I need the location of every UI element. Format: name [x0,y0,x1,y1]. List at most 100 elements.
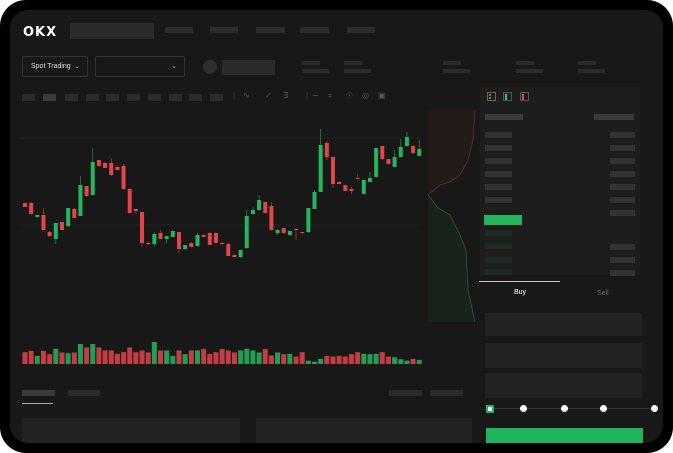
volume-bar [194,350,200,364]
timeframe-button[interactable] [210,94,223,101]
slider-handle[interactable] [486,405,494,413]
price-input[interactable] [485,313,642,336]
tab-buy[interactable]: Buy [514,289,527,296]
candle-body [152,234,157,244]
ask-size [610,158,635,164]
volume-bar [47,354,53,364]
ask-price [485,145,512,151]
mode-select[interactable]: Spot Trading ⌄ [22,56,88,77]
last-price[interactable] [484,215,522,225]
timeframe-button[interactable] [43,94,56,101]
timeframe-button[interactable] [86,94,99,101]
candle-body [355,178,360,179]
orderbook-asks-icon[interactable] [520,92,529,101]
camera-icon[interactable]: ☉ [346,91,354,100]
candle-body [177,232,181,249]
candle-body [133,209,138,211]
volume-bar [299,352,305,364]
volume-bar [114,353,120,364]
nav-item[interactable] [347,27,375,33]
timeframe-button[interactable] [169,94,182,101]
candle-body [109,163,114,175]
nav-item[interactable] [300,27,329,33]
orderbook-header [594,114,634,120]
candle-body [170,231,175,237]
volume-bar [385,356,391,364]
candle-body [90,162,95,195]
ask-size [610,197,635,203]
volume-bar [170,355,176,364]
orderbook-bids-icon[interactable] [503,92,512,101]
ruler-icon[interactable]: ⧧ [328,91,333,100]
buy-tab-underline [479,281,560,282]
slider-step[interactable] [651,405,658,412]
fx-icon[interactable]: ∃ [283,91,289,100]
bid-price [485,230,512,236]
volume-bar [398,359,404,364]
chevron-down-icon: ⌄ [171,63,177,70]
volume-bar [71,352,77,364]
tab-sell[interactable]: Sell [597,290,609,297]
timeframe-button[interactable] [106,94,119,101]
total-input[interactable] [485,373,642,398]
candle-body [127,189,132,213]
volume-bar [34,355,40,364]
timeframe-button[interactable] [65,94,78,101]
candle-body [213,233,218,243]
nav-item[interactable] [165,27,193,33]
volume-bar [281,354,287,364]
volume-bar [53,348,59,364]
candle-body [121,166,126,189]
candle-body [189,243,194,247]
search-bar[interactable] [70,23,154,39]
nav-item[interactable] [256,27,285,33]
bid-price [485,243,512,249]
candle-body [281,228,286,233]
volume-bar [392,357,398,364]
indicator-icon[interactable]: ✓ [265,91,272,100]
candle-body [386,159,391,164]
orderbook-both-icon[interactable] [487,92,496,101]
slider-track[interactable] [490,408,655,409]
okx-logo[interactable]: OKX [23,25,58,40]
amount-input[interactable] [485,343,642,368]
candle-body [201,235,206,237]
slider-step[interactable] [600,405,607,412]
volume-bar [225,350,231,364]
timeframe-button[interactable] [22,94,35,101]
volume-bar [176,350,182,364]
volume-bar [164,350,170,364]
tab-open-orders[interactable] [22,390,55,396]
volume-bar [348,354,354,364]
candle-body [220,243,225,244]
pair-price [222,60,275,75]
timeframe-button[interactable] [148,94,161,101]
line-tool-icon[interactable]: ∼ [312,91,319,100]
timeframe-button[interactable] [127,94,140,101]
ask-size [610,171,635,177]
depth-asks-line [427,109,476,196]
tab-order-history[interactable] [68,390,100,396]
ask-price [485,158,512,164]
toolbar-button[interactable] [430,390,463,396]
volume-bar [238,350,244,364]
pair-select[interactable]: ⌄ [95,56,185,77]
fullscreen-icon[interactable]: ▣ [378,91,386,100]
candle-body [306,208,311,232]
slider-step[interactable] [561,405,568,412]
timeframe-button[interactable] [189,94,202,101]
nav-item[interactable] [210,27,238,33]
volume-bar [213,352,219,364]
candle-body [257,200,262,210]
candle-body [207,233,212,245]
settings-icon[interactable]: ◎ [362,91,369,100]
chart-type-icon[interactable]: ∿ [243,91,250,100]
slider-step[interactable] [520,405,527,412]
candle-body [337,182,342,184]
candlestick-chart[interactable] [10,10,480,370]
candle-body [263,202,268,213]
buy-button[interactable] [486,428,643,443]
toolbar-button[interactable] [389,390,422,396]
stat-value [302,69,329,73]
